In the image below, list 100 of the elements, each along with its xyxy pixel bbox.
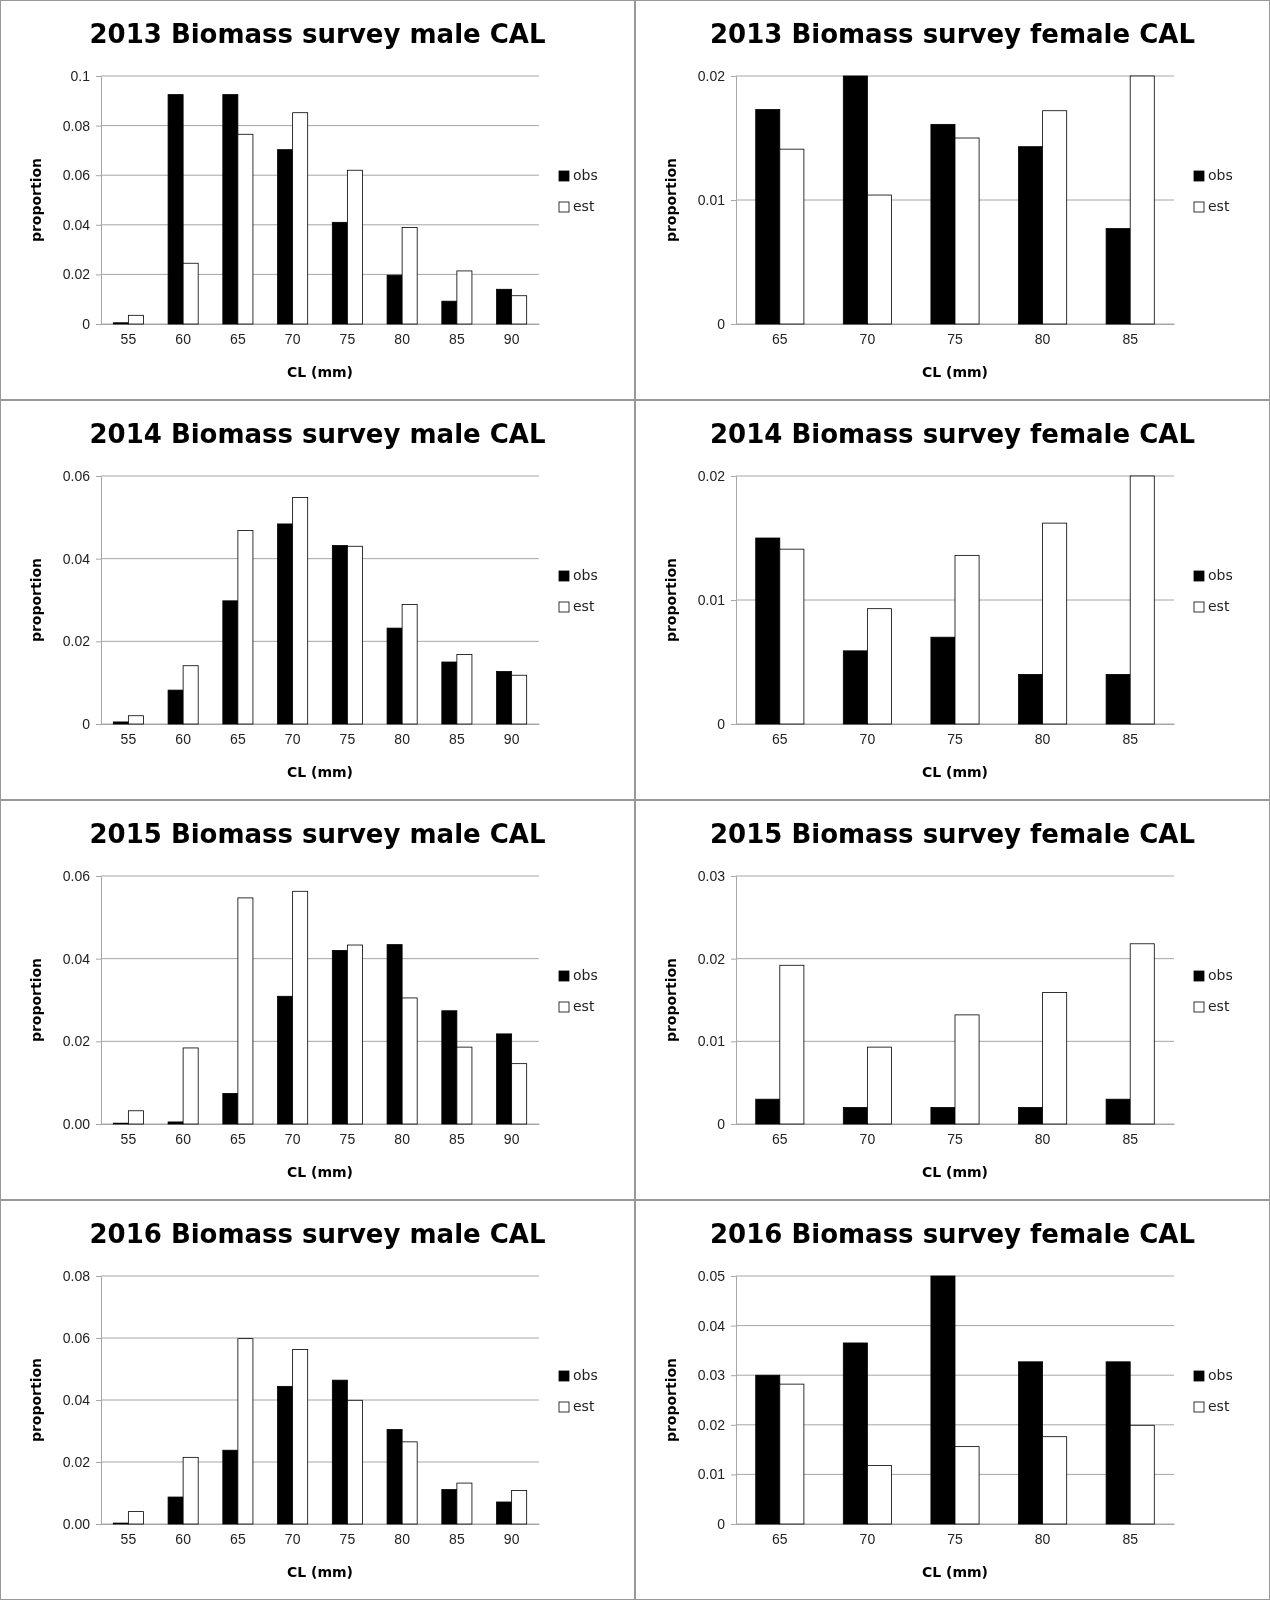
x-tick-label: 90 — [503, 730, 520, 747]
y-tick-label: 0.02 — [697, 1416, 726, 1433]
x-tick-label: 85 — [1122, 730, 1139, 747]
y-tick-label: 0.04 — [62, 950, 91, 967]
y-tick-label: 0.02 — [62, 266, 91, 283]
chart-title: 2016 Biomass survey female CAL — [710, 1219, 1195, 1249]
y-tick-label: 0.00 — [62, 1115, 91, 1132]
y-tick-label: 0.01 — [697, 591, 726, 608]
legend-label: obs — [573, 1367, 598, 1383]
x-tick-label: 65 — [772, 1130, 788, 1147]
chart-title: 2013 Biomass survey male CAL — [89, 19, 546, 49]
x-tick-label: 90 — [503, 330, 520, 347]
x-tick-label: 70 — [859, 730, 876, 747]
y-tick-label: 0.04 — [62, 550, 91, 567]
x-tick-label: 65 — [772, 330, 788, 347]
x-axis-title: CL (mm) — [921, 764, 989, 780]
chart-title: 2013 Biomass survey female CAL — [710, 19, 1195, 49]
legend-label: obs — [1208, 967, 1233, 983]
x-tick-label: 80 — [1034, 730, 1051, 747]
x-tick-label: 65 — [230, 330, 246, 347]
y-tick-label: 0.02 — [697, 467, 726, 484]
y-tick-label: 0.02 — [62, 633, 91, 650]
y-tick-label: 0.02 — [697, 950, 726, 967]
x-tick-label: 80 — [394, 1130, 411, 1147]
x-tick-label: 75 — [947, 1130, 963, 1147]
x-tick-label: 85 — [1122, 1130, 1139, 1147]
y-tick-label: 0.06 — [62, 167, 91, 184]
legend-label: obs — [573, 167, 598, 183]
y-tick-label: 0.02 — [62, 1453, 91, 1470]
x-tick-label: 85 — [1122, 1530, 1139, 1547]
y-tick-label: 0.04 — [62, 216, 91, 233]
x-axis-title: CL (mm) — [921, 364, 989, 380]
legend-label: est — [573, 598, 595, 614]
y-tick-label: 0.03 — [697, 867, 726, 884]
x-tick-label: 55 — [120, 1530, 137, 1547]
x-axis-title: CL (mm) — [921, 1164, 989, 1180]
y-tick-label: 0 — [82, 315, 91, 332]
x-tick-label: 70 — [284, 730, 301, 747]
x-tick-label: 60 — [175, 1530, 192, 1547]
y-tick-label: 0.01 — [697, 191, 726, 208]
y-tick-label: 0.06 — [62, 467, 91, 484]
x-tick-label: 70 — [859, 330, 876, 347]
x-tick-label: 80 — [1034, 330, 1051, 347]
y-tick-label: 0.03 — [697, 1367, 726, 1384]
y-axis-title: proportion — [28, 557, 44, 643]
chart-title: 2015 Biomass survey male CAL — [89, 819, 546, 849]
x-tick-label: 55 — [120, 730, 137, 747]
y-tick-label: 0.02 — [62, 1033, 91, 1050]
y-tick-label: 0.08 — [62, 1267, 91, 1284]
x-tick-label: 75 — [339, 1530, 356, 1547]
y-axis-title: proportion — [663, 157, 679, 243]
x-tick-label: 80 — [1034, 1130, 1051, 1147]
y-axis-title: proportion — [663, 1357, 679, 1443]
x-axis-title: CL (mm) — [286, 1564, 354, 1580]
legend-label: est — [1208, 598, 1230, 614]
y-tick-label: 0 — [717, 1515, 726, 1532]
y-tick-label: 0.02 — [697, 67, 726, 84]
legend-label: obs — [1208, 167, 1233, 183]
x-tick-label: 85 — [449, 1530, 465, 1547]
x-tick-label: 75 — [947, 730, 963, 747]
x-tick-label: 80 — [394, 730, 411, 747]
x-tick-label: 70 — [284, 1530, 301, 1547]
y-tick-label: 0 — [717, 715, 726, 732]
chart-title: 2014 Biomass survey female CAL — [710, 419, 1195, 449]
x-tick-label: 80 — [1034, 1530, 1051, 1547]
x-tick-label: 60 — [175, 330, 192, 347]
legend-label: obs — [573, 967, 598, 983]
y-tick-label: 0 — [717, 1115, 726, 1132]
legend-label: est — [1208, 1398, 1230, 1414]
x-axis-title: CL (mm) — [286, 364, 354, 380]
x-axis-title: CL (mm) — [286, 1164, 354, 1180]
y-axis-title: proportion — [28, 157, 44, 243]
x-axis-title: CL (mm) — [286, 764, 354, 780]
legend-label: est — [573, 198, 595, 214]
x-tick-label: 55 — [120, 330, 137, 347]
x-tick-label: 85 — [1122, 330, 1139, 347]
x-tick-label: 60 — [175, 730, 192, 747]
y-tick-label: 0.01 — [697, 1466, 726, 1483]
x-tick-label: 90 — [503, 1530, 520, 1547]
x-tick-label: 70 — [284, 330, 301, 347]
chart-title: 2016 Biomass survey male CAL — [89, 1219, 546, 1249]
y-tick-label: 0.08 — [62, 117, 91, 134]
legend-label: est — [573, 1398, 595, 1414]
y-tick-label: 0.01 — [697, 1033, 726, 1050]
y-tick-label: 0.06 — [62, 867, 91, 884]
y-tick-label: 0 — [717, 315, 726, 332]
x-tick-label: 80 — [394, 1530, 411, 1547]
x-tick-label: 90 — [503, 1130, 520, 1147]
x-axis-title: CL (mm) — [921, 1564, 989, 1580]
x-tick-label: 65 — [230, 1130, 246, 1147]
x-tick-label: 70 — [859, 1130, 876, 1147]
x-tick-label: 75 — [339, 1130, 356, 1147]
x-tick-label: 75 — [947, 1530, 963, 1547]
x-tick-label: 85 — [449, 730, 465, 747]
x-tick-label: 85 — [449, 330, 465, 347]
y-tick-label: 0 — [82, 715, 91, 732]
legend-label: obs — [573, 567, 598, 583]
y-axis-title: proportion — [663, 957, 679, 1043]
x-tick-label: 65 — [772, 1530, 788, 1547]
x-tick-label: 80 — [394, 330, 411, 347]
